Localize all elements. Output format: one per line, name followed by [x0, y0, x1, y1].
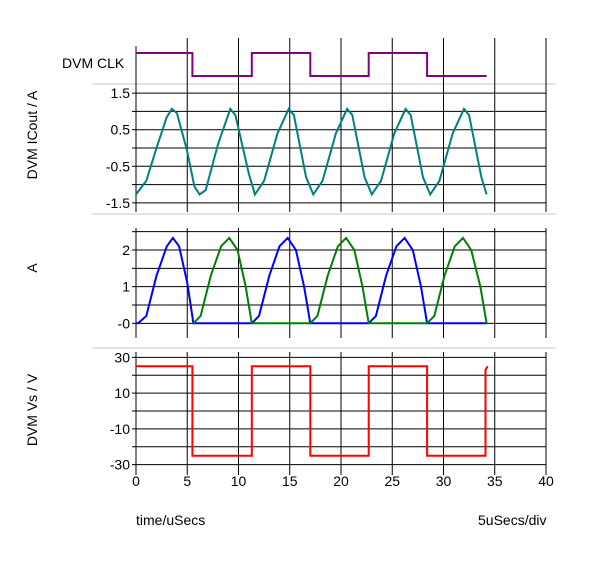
- x-tick-label: 20: [333, 473, 349, 489]
- x-tick-label: 30: [436, 473, 452, 489]
- x-tick-label: 35: [487, 473, 503, 489]
- x-tick-label: 5: [183, 473, 191, 489]
- y-tick-label: -1.5: [106, 195, 130, 211]
- x-tick-label: 10: [231, 473, 247, 489]
- y-tick-label: 0.5: [111, 122, 131, 138]
- x-tick-label: 0: [132, 473, 140, 489]
- icout-axis-label: DVM ICout / A: [24, 90, 40, 180]
- clk-series-line: [136, 52, 487, 77]
- y-tick-label: 1.5: [111, 85, 131, 101]
- iq-series-line: [192, 236, 488, 325]
- y-tick-label: -10: [110, 421, 130, 437]
- y-tick-label: 10: [114, 385, 130, 401]
- vs-axis-label: DVM Vs / V: [24, 373, 40, 447]
- x-tick-label: 15: [282, 473, 298, 489]
- vs-series-line: [136, 365, 489, 457]
- y-tick-label: -30: [110, 457, 130, 473]
- x-axis-label: time/uSecs: [136, 512, 206, 528]
- clk-panel-label: DVM CLK: [62, 55, 125, 71]
- current-axis-label: A: [24, 263, 40, 273]
- x-tick-label: 40: [538, 473, 554, 489]
- iq-series-line: [136, 236, 487, 325]
- y-tick-label: -0: [118, 315, 131, 331]
- y-tick-label: 1: [122, 279, 130, 295]
- x-tick-label: 25: [384, 473, 400, 489]
- icout-series-line: [135, 106, 488, 197]
- y-tick-label: 2: [122, 242, 130, 258]
- y-tick-label: -0.5: [106, 158, 130, 174]
- y-tick-label: 30: [114, 349, 130, 365]
- scale-label: 5uSecs/div: [478, 512, 547, 528]
